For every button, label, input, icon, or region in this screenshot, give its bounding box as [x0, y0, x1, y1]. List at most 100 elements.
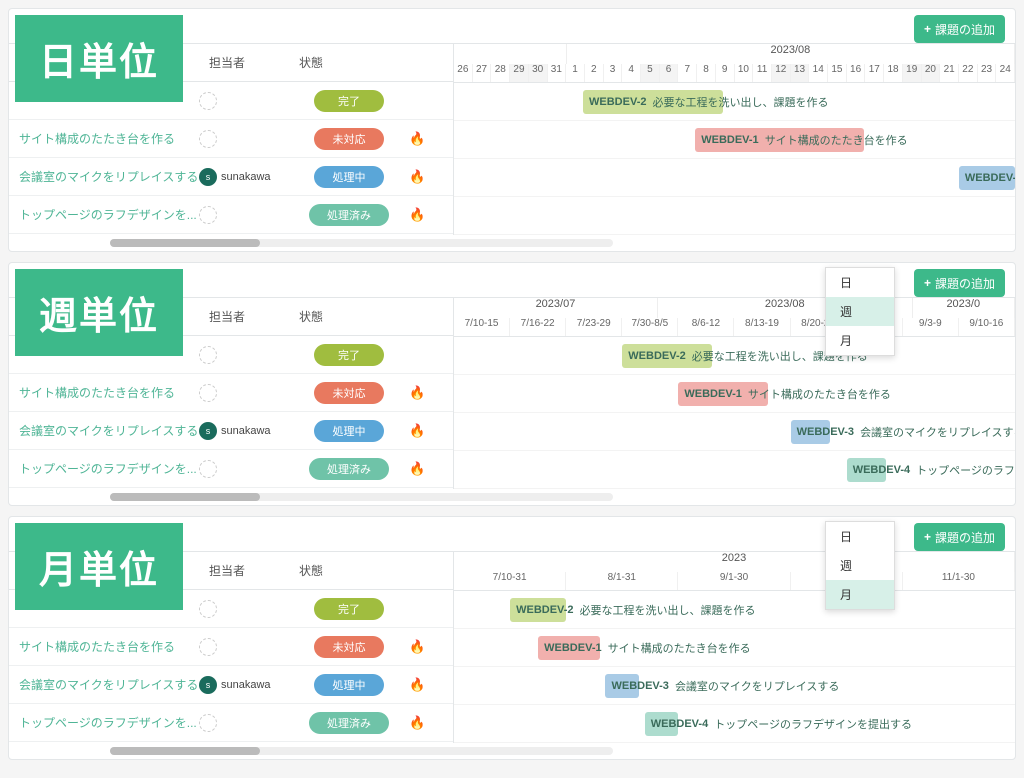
status-badge: 未対応	[314, 636, 384, 658]
task-title[interactable]: 会議室のマイクをリプレイスする	[19, 168, 199, 185]
task-title[interactable]: トップページのラフデザインを...	[19, 206, 199, 223]
task-assignee[interactable]	[199, 460, 289, 478]
task-title[interactable]: トップページのラフデザインを...	[19, 714, 199, 731]
timeline[interactable]: 2023/072023/082023/07/10-157/16-227/23-2…	[454, 298, 1015, 489]
avatar	[199, 638, 217, 656]
gantt-bar[interactable]: WEBDEV-4トップページのラフ	[847, 458, 886, 482]
zoom-option[interactable]: 日	[826, 268, 894, 297]
zoom-option[interactable]: 日	[826, 522, 894, 551]
gantt-bar[interactable]: WEBDEV-3会議室のマイクをリプレイスする	[791, 420, 830, 444]
bar-label: 必要な工程を洗い出し、課題を作る	[580, 602, 756, 618]
task-assignee[interactable]	[199, 346, 289, 364]
timeline-col: 9/3-9	[903, 318, 959, 336]
task-row[interactable]: 会議室のマイクをリプレイスするssunakawa処理中🔥	[9, 666, 453, 704]
task-row[interactable]: トップページのラフデザインを...処理済み🔥	[9, 450, 453, 488]
gantt-row: WEBDEV-4トップページのラフデザインを提出する	[454, 705, 1015, 743]
assignee-name: sunakawa	[221, 679, 271, 691]
gantt-bar[interactable]: WEBDEV-3会	[959, 166, 1015, 190]
zoom-option[interactable]: 月	[826, 580, 894, 609]
task-assignee[interactable]: ssunakawa	[199, 168, 289, 186]
task-row[interactable]: サイト構成のたたき台を作る未対応🔥	[9, 628, 453, 666]
unit-badge: 週単位	[15, 269, 183, 356]
task-assignee[interactable]: ssunakawa	[199, 422, 289, 440]
zoom-option[interactable]: 月	[826, 326, 894, 355]
gantt-bar[interactable]: WEBDEV-2必要な工程を洗い出し、課題を作る	[622, 344, 712, 368]
gantt-row: WEBDEV-3会	[454, 159, 1015, 197]
task-status[interactable]: 未対応	[289, 382, 409, 404]
gantt-row: WEBDEV-1サイト構成のたたき台を作る	[454, 121, 1015, 159]
status-badge: 未対応	[314, 382, 384, 404]
add-task-button[interactable]: 課題の追加	[914, 523, 1005, 551]
task-row[interactable]: トップページのラフデザインを...処理済み🔥	[9, 704, 453, 742]
timeline-month: 2023/0	[913, 298, 1015, 318]
task-assignee[interactable]	[199, 638, 289, 656]
bar-key: WEBDEV-4	[651, 718, 708, 730]
timeline[interactable]: 2023/08262728293031123456789101112131415…	[454, 44, 1015, 235]
timeline-col: 29	[510, 64, 529, 82]
task-status[interactable]: 処理中	[289, 166, 409, 188]
timeline-col: 11	[753, 64, 772, 82]
bar-label: 必要な工程を洗い出し、課題を作る	[652, 94, 828, 110]
task-assignee[interactable]	[199, 92, 289, 110]
timeline-col: 2	[585, 64, 604, 82]
task-title[interactable]: サイト構成のたたき台を作る	[19, 130, 199, 147]
task-assignee[interactable]	[199, 600, 289, 618]
task-status[interactable]: 未対応	[289, 636, 409, 658]
add-task-button[interactable]: 課題の追加	[914, 269, 1005, 297]
gantt-bar[interactable]: WEBDEV-1サイト構成のたたき台を作る	[695, 128, 863, 152]
task-assignee[interactable]	[199, 130, 289, 148]
gantt-row: WEBDEV-3会議室のマイクをリプレイスする	[454, 413, 1015, 451]
timeline-col: 16	[847, 64, 866, 82]
zoom-menu[interactable]: 日週月	[825, 267, 895, 356]
timeline-col: 9/10-16	[959, 318, 1015, 336]
task-assignee[interactable]	[199, 206, 289, 224]
zoom-option[interactable]: 週	[826, 297, 894, 326]
timeline-col: 30	[529, 64, 548, 82]
task-status[interactable]: 処理済み	[289, 204, 409, 226]
gantt-body: WEBDEV-2必要な工程を洗い出し、課題を作る WEBDEV-1サイト構成のたた…	[454, 337, 1015, 489]
task-title[interactable]: サイト構成のたたき台を作る	[19, 384, 199, 401]
timeline-col: 19	[903, 64, 922, 82]
gantt-bar[interactable]: WEBDEV-2必要な工程を洗い出し、課題を作る	[510, 598, 566, 622]
task-row[interactable]: サイト構成のたたき台を作る 未対応 🔥	[9, 374, 453, 412]
task-assignee[interactable]	[199, 384, 289, 402]
horizontal-scrollbar[interactable]	[110, 747, 613, 755]
task-title[interactable]: 会議室のマイクをリプレイスする	[19, 422, 199, 439]
gantt-row: WEBDEV-1サイト構成のたたき台を作る	[454, 629, 1015, 667]
task-assignee[interactable]	[199, 714, 289, 732]
task-title[interactable]: 会議室のマイクをリプレイスする	[19, 676, 199, 693]
task-status[interactable]: 完了	[289, 598, 409, 620]
task-status[interactable]: 処理中	[289, 674, 409, 696]
task-assignee[interactable]: ssunakawa	[199, 676, 289, 694]
flame-icon: 🔥	[409, 385, 425, 401]
horizontal-scrollbar[interactable]	[110, 493, 613, 501]
task-status[interactable]: 処理済み	[289, 458, 409, 480]
task-row[interactable]: サイト構成のたたき台を作る未対応🔥	[9, 120, 453, 158]
timeline[interactable]: 20237/10-318/1-319/1-3010/1-3111/1-30WEB…	[454, 552, 1015, 743]
task-row[interactable]: トップページのラフデザインを...処理済み🔥	[9, 196, 453, 234]
task-status[interactable]: 処理済み	[289, 712, 409, 734]
task-status[interactable]: 完了	[289, 90, 409, 112]
task-status[interactable]: 未対応	[289, 128, 409, 150]
task-status[interactable]: 処理中	[289, 420, 409, 442]
horizontal-scrollbar[interactable]	[110, 239, 613, 247]
timeline-month: 2023/07	[454, 298, 658, 318]
gantt-bar[interactable]: WEBDEV-4トップページのラフデザインを提出する	[645, 712, 679, 736]
task-row[interactable]: 会議室のマイクをリプレイスするssunakawa処理中🔥	[9, 158, 453, 196]
gantt-bar[interactable]: WEBDEV-2必要な工程を洗い出し、課題を作る	[583, 90, 723, 114]
zoom-option[interactable]: 週	[826, 551, 894, 580]
task-status[interactable]: 完了	[289, 344, 409, 366]
timeline-col: 22	[959, 64, 978, 82]
task-title[interactable]: トップページのラフデザインを...	[19, 460, 199, 477]
task-row[interactable]: 会議室のマイクをリプレイスするssunakawa処理中🔥	[9, 412, 453, 450]
gantt-bar[interactable]: WEBDEV-3会議室のマイクをリプレイスする	[605, 674, 639, 698]
status-badge: 完了	[314, 598, 384, 620]
add-task-button[interactable]: 課題の追加	[914, 15, 1005, 43]
gantt-bar[interactable]: WEBDEV-1サイト構成のたたき台を作る	[538, 636, 600, 660]
gantt-bar[interactable]: WEBDEV-1サイト構成のたたき台を作る	[678, 382, 768, 406]
bar-key: WEBDEV-3	[965, 172, 1015, 184]
task-title[interactable]: サイト構成のたたき台を作る	[19, 638, 199, 655]
zoom-menu[interactable]: 日週月	[825, 521, 895, 610]
gantt-panel: 日単位課題の追加担当者状態完了サイト構成のたたき台を作る未対応🔥会議室のマイクを…	[8, 8, 1016, 252]
timeline-col: 31	[548, 64, 567, 82]
